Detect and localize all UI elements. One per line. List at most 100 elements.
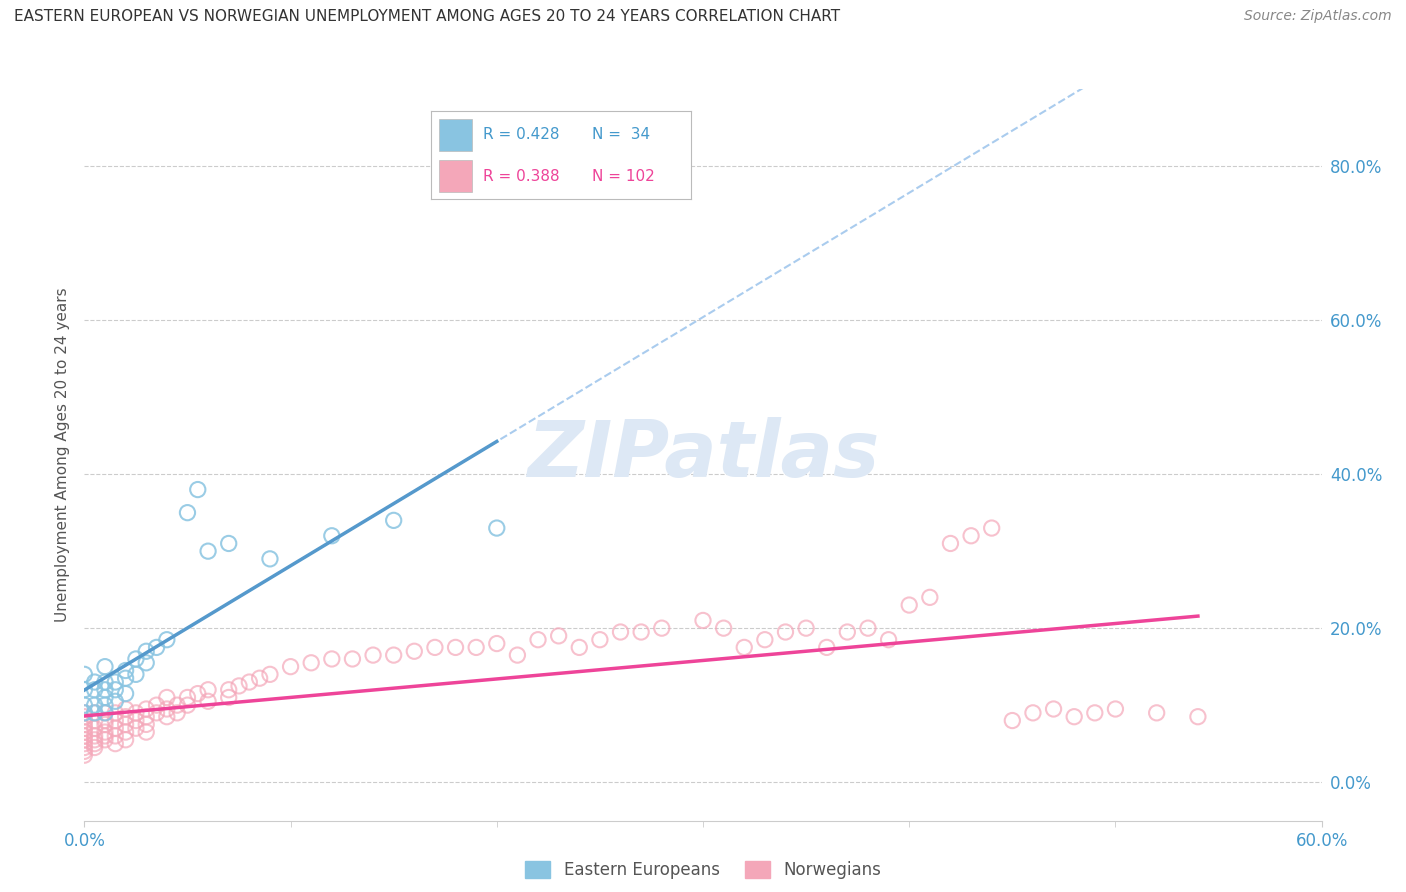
Point [651,621,673,635]
Point [94,682,117,697]
Point [630,625,652,640]
Point [837,625,859,640]
Point [238,675,260,690]
Point [94,729,117,743]
Point [73,737,96,751]
Point [135,656,157,670]
Point [125,721,148,735]
Point [73,667,96,681]
Point [94,675,117,690]
Point [794,621,817,635]
Point [73,706,96,720]
Point [197,544,219,558]
Point [73,725,96,739]
Point [187,483,209,497]
Point [733,640,755,655]
Point [176,698,198,713]
Point [125,706,148,720]
Point [1084,706,1107,720]
Y-axis label: Unemployment Among Ages 20 to 24 years: Unemployment Among Ages 20 to 24 years [55,287,70,623]
Point [73,729,96,743]
Point [73,748,96,763]
Point [176,506,198,520]
Point [83,706,105,720]
Point [135,725,157,739]
Point [94,690,117,705]
Point [856,621,879,635]
Point [83,729,105,743]
Point [259,552,281,566]
Point [506,648,529,662]
Point [73,709,96,723]
Point [342,652,364,666]
Point [361,648,384,662]
Point [94,698,117,713]
Point [135,644,157,658]
Point [1022,706,1045,720]
Point [145,706,167,720]
Point [166,706,188,720]
Point [94,706,117,720]
Point [609,625,631,640]
Point [197,694,219,708]
Point [94,659,117,673]
Point [249,671,271,685]
Point [259,667,281,681]
Point [73,732,96,747]
Point [1104,702,1126,716]
Point [444,640,467,655]
Point [73,744,96,758]
Point [104,737,127,751]
Point [898,598,921,612]
Point [104,682,127,697]
Point [176,690,198,705]
Point [114,664,136,678]
Point [187,687,209,701]
Point [156,702,179,716]
Point [125,714,148,728]
Point [94,725,117,739]
Point [404,644,426,658]
Point [547,629,569,643]
Point [775,625,797,640]
Point [114,709,136,723]
Point [960,529,983,543]
Point [156,709,179,723]
Point [280,659,302,673]
Point [83,714,105,728]
Point [83,721,105,735]
Point [125,667,148,681]
Point [218,690,240,705]
Point [104,694,127,708]
Text: Source: ZipAtlas.com: Source: ZipAtlas.com [1244,9,1392,23]
Point [527,632,550,647]
Point [321,529,343,543]
Point [73,740,96,755]
Point [135,709,157,723]
Point [83,740,105,755]
Point [218,536,240,550]
Point [980,521,1002,535]
Point [485,521,508,535]
Point [299,656,322,670]
Point [713,621,735,635]
Point [1187,709,1209,723]
Point [1042,702,1064,716]
Point [73,698,96,713]
Point [125,652,148,666]
Point [73,706,96,720]
Point [423,640,446,655]
Point [145,698,167,713]
Point [877,632,900,647]
Text: EASTERN EUROPEAN VS NORWEGIAN UNEMPLOYMENT AMONG AGES 20 TO 24 YEARS CORRELATION: EASTERN EUROPEAN VS NORWEGIAN UNEMPLOYME… [14,9,841,24]
Point [83,706,105,720]
Point [83,675,105,690]
Point [73,721,96,735]
Point [83,698,105,713]
Point [94,714,117,728]
Point [83,732,105,747]
Point [114,725,136,739]
Point [83,737,105,751]
Point [589,632,612,647]
Point [94,732,117,747]
